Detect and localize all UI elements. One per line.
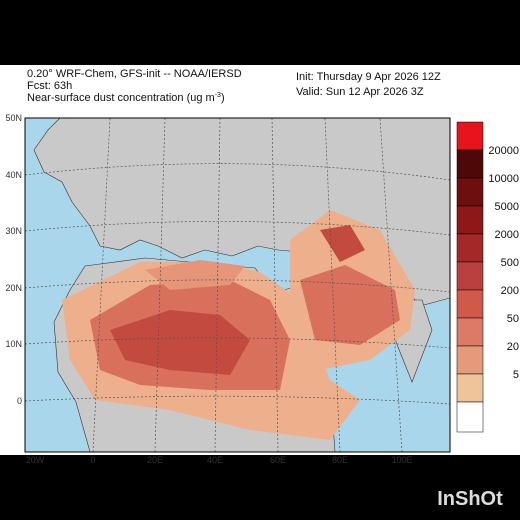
colorbar-swatch <box>456 373 484 403</box>
colorbar-label: 20000 <box>488 145 519 157</box>
colorbar-swatch <box>456 289 484 319</box>
longitude-label: 20W <box>26 455 45 465</box>
colorbar-swatch <box>456 233 484 263</box>
colorbar-swatch <box>456 121 484 151</box>
colorbar-swatch <box>456 177 484 207</box>
colorbar-label: 200 <box>501 285 519 297</box>
model-label: 0.20° WRF-Chem, GFS-init -- NOAA/IERSD <box>27 68 242 80</box>
colorbar-swatch <box>456 261 484 291</box>
grid-line <box>25 279 450 293</box>
latitude-label: 50N <box>5 113 22 123</box>
colorbar-swatch <box>456 317 484 347</box>
longitude-label: 20E <box>147 455 163 465</box>
colorbar-label: 20 <box>507 341 519 353</box>
colorbar-swatch <box>456 205 484 235</box>
colorbar-swatch <box>456 401 484 433</box>
longitude-label: 0 <box>90 455 95 465</box>
colorbar-swatch <box>456 345 484 375</box>
init-label: Init: Thursday 9 Apr 2026 12Z <box>296 71 441 83</box>
dust-asia-medium <box>300 265 400 345</box>
longitude-label: 40E <box>207 455 223 465</box>
grid-line <box>25 395 450 405</box>
map <box>25 118 450 452</box>
dust-asia-heavy <box>320 225 365 262</box>
colorbar-label: 500 <box>501 257 519 269</box>
forecast-label: Fcst: 63h <box>27 80 72 92</box>
dust-mediterranean <box>145 260 245 290</box>
colorbar-label: 10000 <box>488 173 519 185</box>
latitude-label: 0 <box>17 396 22 406</box>
grid-line <box>25 337 450 349</box>
colorbar-label: 50 <box>507 313 519 325</box>
longitude-label: 60E <box>270 455 286 465</box>
latitude-label: 20N <box>5 283 22 293</box>
longitude-label: 100E <box>391 455 412 465</box>
latitude-label: 40N <box>5 170 22 180</box>
valid-label: Valid: Sun 12 Apr 2026 3Z <box>296 86 424 98</box>
longitude-label: 80E <box>332 455 348 465</box>
field-text: Near-surface dust concentration (ug m <box>27 92 215 104</box>
dust-heavy <box>110 310 250 375</box>
map-frame <box>24 117 451 453</box>
field-superscript: -3 <box>215 92 221 99</box>
colorbar-label: 2000 <box>495 229 519 241</box>
colorbar <box>456 121 484 433</box>
colorbar-label: 5 <box>513 369 519 381</box>
field-label: Near-surface dust concentration (ug m-3) <box>27 92 225 104</box>
grid-line <box>25 221 450 236</box>
latitude-label: 30N <box>5 226 22 236</box>
latitude-label: 10N <box>5 339 22 349</box>
grid-line <box>25 163 450 181</box>
field-close: ) <box>221 92 225 104</box>
watermark: InShOt <box>437 488 503 510</box>
colorbar-swatch <box>456 149 484 179</box>
colorbar-label: 5000 <box>495 201 519 213</box>
